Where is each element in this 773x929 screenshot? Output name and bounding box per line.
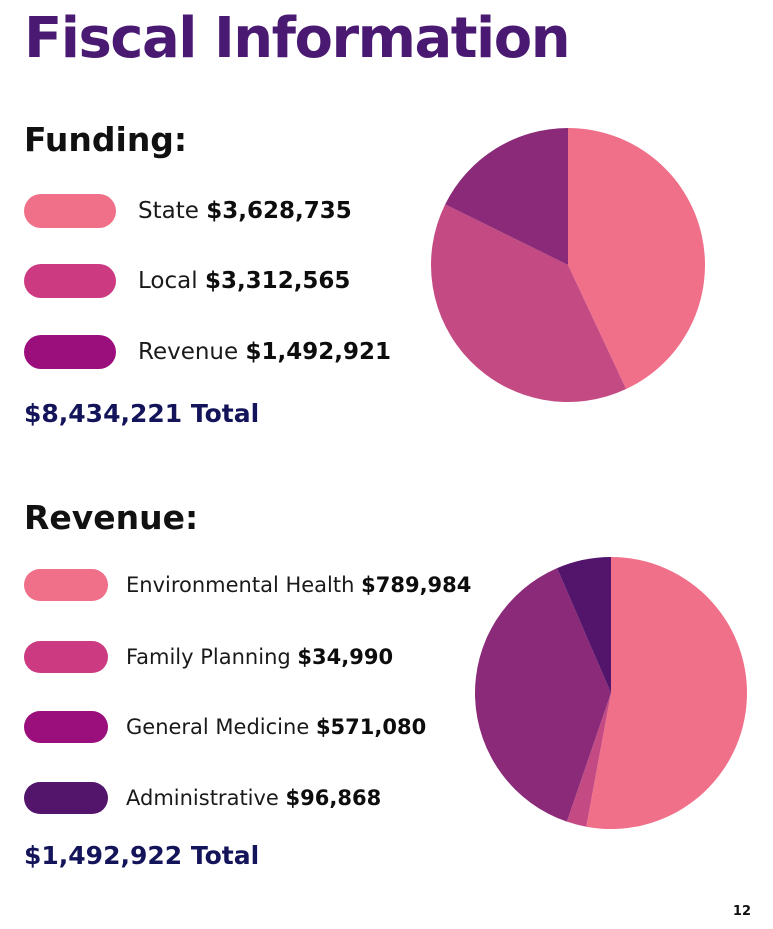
legend-label: Environmental Health [126,573,355,597]
legend-swatch-general-medicine [24,711,108,743]
legend-label: Revenue [138,339,239,365]
legend-item-environmental-health: Environmental Health $789,984 [24,567,471,603]
legend-swatch-state [24,194,116,228]
legend-label: Administrative [126,786,279,810]
legend-item-general-medicine: General Medicine $571,080 [24,709,426,745]
legend-amount: $96,868 [285,786,382,810]
legend-amount: $789,984 [361,573,472,597]
revenue-heading: Revenue: [24,498,199,537]
legend-item-revenue: Revenue $1,492,921 [24,334,391,370]
revenue-slice-general-medicine [474,568,611,822]
funding-pie-chart [431,128,706,402]
legend-item-administrative: Administrative $96,868 [24,780,381,816]
legend-amount: $571,080 [315,715,427,739]
legend-amount: $3,312,565 [204,268,351,294]
revenue-slice-administrative [557,557,611,693]
legend-text: Revenue $1,492,921 [138,339,391,365]
page-number: 12 [732,904,751,919]
legend-amount: $3,628,735 [206,198,352,224]
legend-label: Family Planning [126,645,291,669]
legend-item-local: Local $3,312,565 [24,263,350,299]
legend-text: Family Planning $34,990 [126,645,393,669]
funding-slice-local [431,204,627,402]
legend-label: State [138,198,199,224]
revenue-pie-chart [474,557,747,829]
legend-amount: $1,492,921 [245,339,391,365]
funding-slice-state [568,128,706,390]
legend-swatch-revenue [24,335,116,369]
revenue-slice-family-planning [566,693,611,827]
legend-text: State $3,628,735 [138,198,352,224]
revenue-slice-environmental-health [586,557,747,829]
legend-label: Local [138,268,198,294]
legend-item-state: State $3,628,735 [24,193,352,229]
funding-heading: Funding: [24,120,188,159]
funding-total: $8,434,221 Total [24,399,260,428]
legend-amount: $34,990 [297,645,394,669]
legend-text: Local $3,312,565 [138,268,350,294]
legend-label: General Medicine [126,715,310,739]
legend-item-family-planning: Family Planning $34,990 [24,639,393,675]
legend-text: General Medicine $571,080 [126,715,426,739]
revenue-total: $1,492,922 Total [24,841,260,870]
legend-text: Environmental Health $789,984 [126,573,471,597]
legend-swatch-administrative [24,782,108,814]
page-title: Fiscal Information [24,6,571,71]
legend-swatch-environmental-health [24,569,108,601]
legend-text: Administrative $96,868 [126,786,381,810]
funding-slice-revenue [445,128,568,265]
legend-swatch-family-planning [24,641,108,673]
legend-swatch-local [24,264,116,298]
